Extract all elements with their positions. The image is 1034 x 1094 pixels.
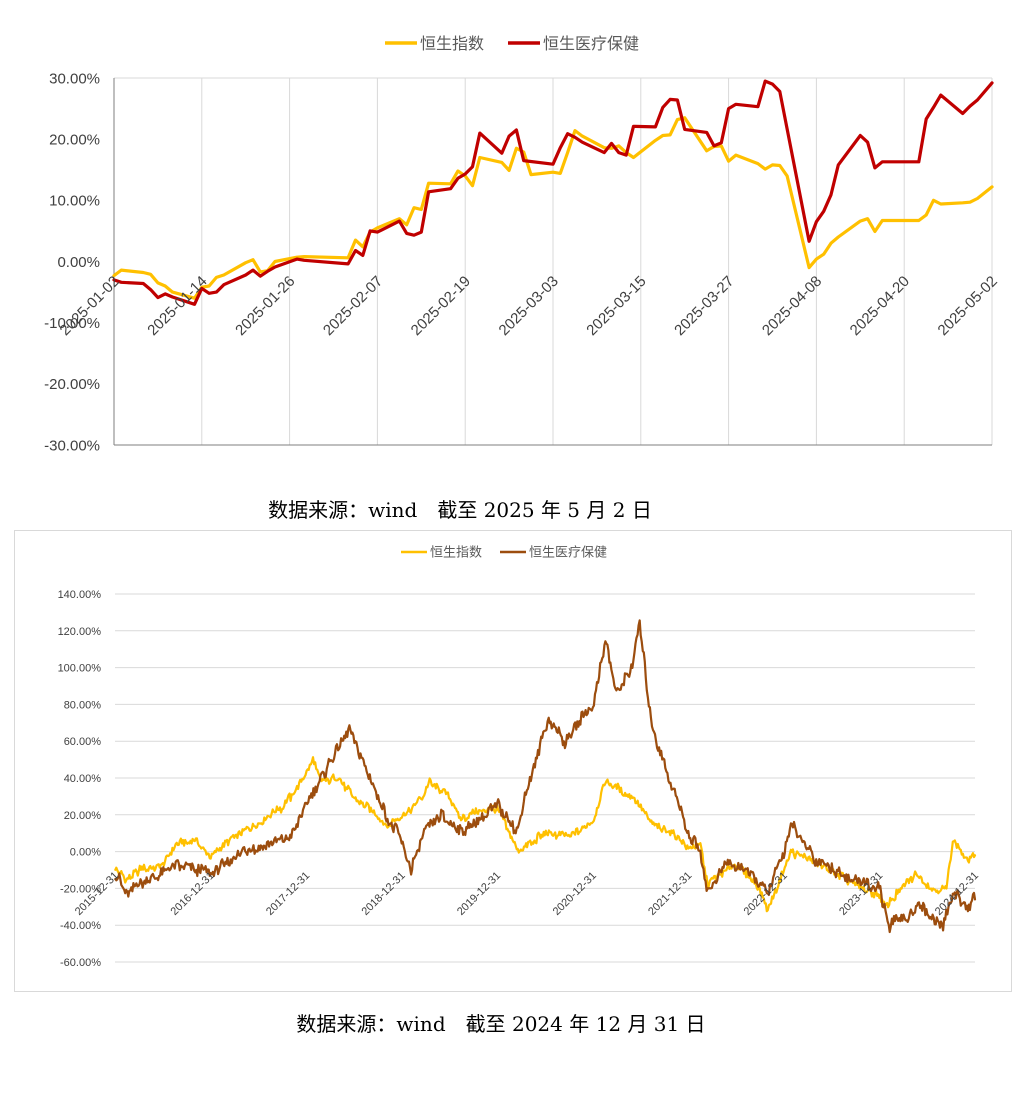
x-tick-label: 2025-05-02 (935, 273, 1001, 339)
y-tick-label: 20.00% (64, 810, 102, 822)
x-tick-label: 2025-04-08 (759, 273, 825, 339)
y-axis-labels: 140.00% 120.00% 100.00% 80.00% 60.00% 40.00% 2… (58, 589, 102, 969)
x-tick-label: 2021-12-31 (646, 870, 694, 918)
y-tick-label: 100.00% (58, 663, 102, 675)
y-tick-label: 30.00% (49, 70, 100, 87)
y-tick-label: -20.00% (44, 376, 100, 393)
grid (115, 593, 975, 963)
series (112, 79, 994, 306)
series-line-healthcare (114, 619, 977, 934)
x-tick-label: 2025-03-27 (671, 273, 737, 339)
y-tick-label: 140.00% (58, 589, 102, 601)
y-tick-label: 0.00% (57, 254, 100, 271)
y-tick-label: 80.00% (64, 699, 102, 711)
y-tick-label: -30.00% (44, 437, 100, 454)
y-tick-label: -10.00% (44, 315, 100, 332)
chart-long-term-source-caption: 数据来源：wind 截至 2024 年 12 月 31 日 (296, 1012, 706, 1036)
x-tick-label: 2025-01-26 (232, 273, 298, 339)
y-tick-label: -40.00% (60, 920, 101, 932)
x-tick-label: 2019-12-31 (455, 870, 503, 918)
legend: 恒生指数 恒生医疗保健 (401, 546, 607, 561)
y-tick-label: -20.00% (60, 883, 101, 895)
y-tick-label: 120.00% (58, 626, 102, 638)
y-tick-label: 40.00% (64, 773, 102, 785)
x-tick-label: 2016-12-31 (169, 870, 217, 918)
x-tick-label: 2025-03-15 (583, 273, 649, 339)
y-axis-labels: 30.00% 20.00% 10.00% 0.00% -10.00% -20.00% -30… (44, 70, 100, 454)
legend-label-hsi: 恒生指数 (430, 546, 482, 561)
x-tick-label: 2025-04-20 (847, 273, 913, 339)
x-tick-label: 2025-02-19 (408, 273, 474, 339)
legend-label-healthcare: 恒生医疗保健 (529, 546, 607, 561)
chart-recent-source-caption: 数据来源：wind 截至 2025 年 5 月 2 日 (268, 498, 652, 522)
chart-long-term: 恒生指数 恒生医疗保健 140.00% 120.00% 100.00% 80.00% 60.… (58, 546, 982, 969)
x-tick-label: 2025-02-07 (320, 273, 386, 339)
y-tick-label: 60.00% (64, 736, 102, 748)
x-tick-label: 2017-12-31 (264, 870, 312, 918)
chart-long-term-frame: 恒生指数 恒生医疗保健 140.00% 120.00% 100.00% 80.00% 60.… (14, 530, 1012, 992)
x-axis-labels: 2025-01-02 2025-01-14 2025-01-26 2025-02-07… (57, 273, 1001, 339)
chart-recent: 恒生指数 恒生医疗保健 30.00% 20.00% 10.00% 0.00% -10.00%… (44, 34, 1001, 455)
x-tick-label: 2025-01-14 (144, 273, 210, 339)
legend: 恒生指数 恒生医疗保健 (385, 34, 639, 53)
y-tick-label: 20.00% (49, 132, 100, 149)
y-tick-label: -60.00% (60, 957, 101, 969)
legend-label-healthcare: 恒生医疗保健 (543, 34, 639, 53)
x-tick-label: 2018-12-31 (360, 870, 408, 918)
x-tick-label: 2025-03-03 (496, 273, 562, 339)
y-tick-label: 10.00% (49, 193, 100, 210)
y-tick-label: 0.00% (70, 847, 101, 859)
x-tick-label: 2020-12-31 (551, 870, 599, 918)
series (114, 619, 977, 934)
grid (113, 77, 993, 446)
series-line-healthcare (112, 79, 994, 306)
legend-label-hsi: 恒生指数 (420, 34, 484, 53)
series-line-hsi (112, 116, 994, 300)
